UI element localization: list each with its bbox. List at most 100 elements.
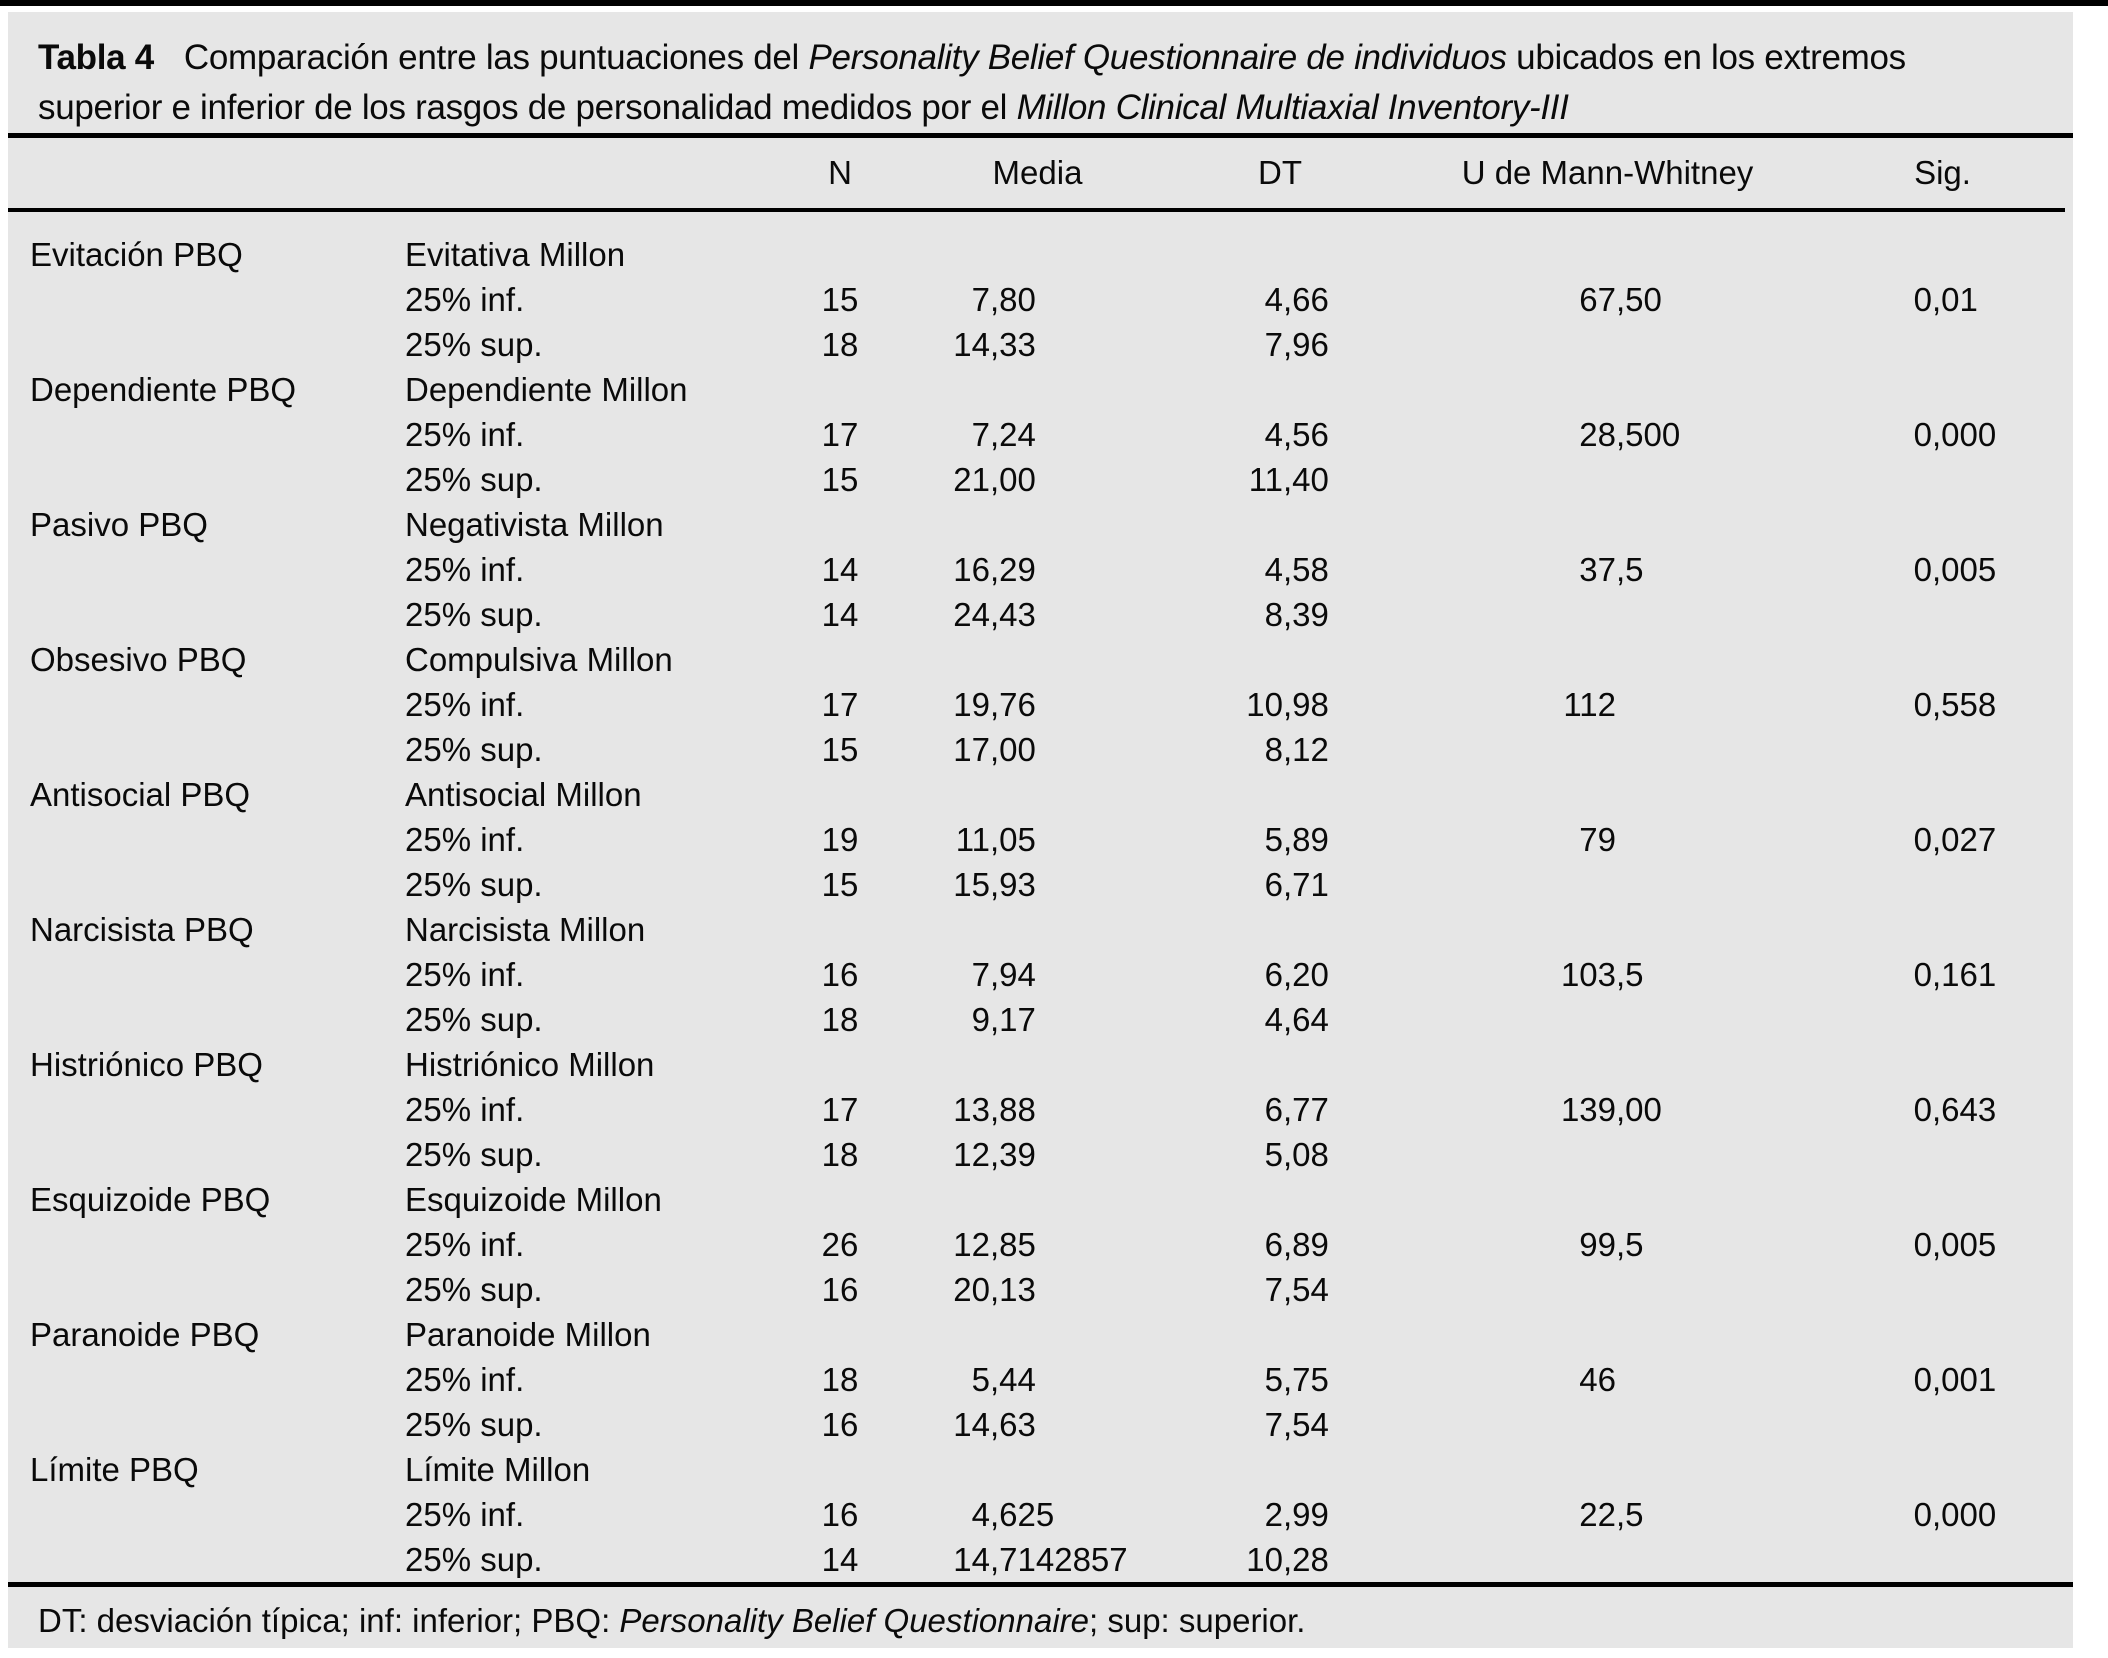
n-value-cell: 17 xyxy=(821,415,859,453)
n-value-cell: 18 xyxy=(821,1360,859,1398)
number-fraction: ,00 xyxy=(1616,1090,1662,1128)
u-value-cell xyxy=(1395,1402,1820,1447)
number-fraction: ,98 xyxy=(1283,685,1329,723)
table-body: Evitación PBQ Evitativa Millon 25% inf. … xyxy=(8,210,2065,1582)
dt-value-cell: 7,96 xyxy=(1165,322,1395,367)
number-integer: 10 xyxy=(1246,685,1283,723)
empty-cell xyxy=(770,1042,2065,1087)
number-integer: 9 xyxy=(971,1000,990,1038)
number-integer: 11 xyxy=(1248,460,1283,498)
trait-row: Límite PBQ Límite Millon xyxy=(8,1447,2065,1492)
number-integer: 22 xyxy=(1579,1495,1616,1533)
condition-label-cell: 25% inf. xyxy=(405,1495,525,1533)
number-fraction: ,17 xyxy=(990,1000,1036,1038)
empty-cell xyxy=(8,1267,405,1312)
number-fraction: ,89 xyxy=(1283,1225,1329,1263)
media-value-cell: 12,85 xyxy=(910,1222,1165,1267)
condition-label-cell: 25% sup. xyxy=(405,325,543,363)
n-value-cell: 17 xyxy=(821,1090,859,1128)
number-fraction: ,05 xyxy=(990,820,1036,858)
media-value-cell: 20,13 xyxy=(910,1267,1165,1312)
condition-label-cell: 25% sup. xyxy=(405,1540,543,1578)
dt-value-cell: 11,40 xyxy=(1165,457,1395,502)
u-value-cell xyxy=(1395,457,1820,502)
condition-label-cell: 25% inf. xyxy=(405,280,525,318)
text-segment: ; sup: superior. xyxy=(1089,1602,1306,1639)
number-fraction: ,7142857 xyxy=(990,1540,1128,1578)
number-integer: 14 xyxy=(953,1540,990,1578)
dt-value-cell: 6,71 xyxy=(1165,862,1395,907)
media-value-cell: 19,76 xyxy=(910,682,1165,727)
condition-label-cell: 25% sup. xyxy=(405,1405,543,1443)
number-integer: 12 xyxy=(953,1135,990,1173)
sig-value-cell xyxy=(1820,1267,2065,1312)
n-value-cell: 15 xyxy=(821,280,859,318)
trait-row: Histriónico PBQ Histriónico Millon xyxy=(8,1042,2065,1087)
number-fraction: ,44 xyxy=(990,1360,1036,1398)
media-value-cell: 16,29 xyxy=(910,547,1165,592)
column-header-dt: DT xyxy=(1165,138,1395,212)
millon-trait-cell: Narcisista Millon xyxy=(405,910,646,948)
u-value-cell: 112 xyxy=(1395,682,1820,727)
pbq-trait-cell: Dependiente PBQ xyxy=(30,370,297,408)
text-segment: Personality Belief Questionnaire de indi… xyxy=(808,38,1507,77)
number-fraction: ,643 xyxy=(1932,1090,1997,1128)
caption-line-1-text: Comparación entre las puntuaciones del P… xyxy=(184,38,1906,77)
number-fraction: ,33 xyxy=(990,325,1036,363)
sig-value-cell xyxy=(1820,997,2065,1042)
trait-row: Evitación PBQ Evitativa Millon xyxy=(8,232,2065,277)
empty-cell xyxy=(8,1492,405,1537)
number-integer: 37 xyxy=(1579,550,1616,588)
number-integer: 2 xyxy=(1264,1495,1283,1533)
dt-value-cell: 5,89 xyxy=(1165,817,1395,862)
u-value-cell: 103,5 xyxy=(1395,952,1820,997)
caption-line-2: superior e inferior de los rasgos de per… xyxy=(38,83,2043,133)
number-integer: 15 xyxy=(953,865,990,903)
number-fraction: ,89 xyxy=(1283,820,1329,858)
number-integer: 14 xyxy=(953,1405,990,1443)
u-value-cell: 28,500 xyxy=(1395,412,1820,457)
data-row-inf: 25% inf. 14 16,29 4,58 37,5 0,005 xyxy=(8,547,2065,592)
table-footnote: DT: desviación típica; inf: inferior; PB… xyxy=(8,1587,2073,1641)
millon-trait-cell: Histriónico Millon xyxy=(405,1045,655,1083)
u-value-cell xyxy=(1395,727,1820,772)
number-integer: 0 xyxy=(1913,1090,1932,1128)
n-value-cell: 16 xyxy=(821,1270,859,1308)
number-fraction: ,93 xyxy=(990,865,1036,903)
u-value-cell: 67,50 xyxy=(1395,277,1820,322)
number-fraction: ,01 xyxy=(1932,280,1978,318)
dt-value-cell: 2,99 xyxy=(1165,1492,1395,1537)
number-fraction: ,80 xyxy=(990,280,1036,318)
data-row-inf: 25% inf. 17 7,24 4,56 28,500 0,000 xyxy=(8,412,2065,457)
media-value-cell: 13,88 xyxy=(910,1087,1165,1132)
number-fraction: ,005 xyxy=(1932,550,1997,588)
number-integer: 19 xyxy=(953,685,990,723)
sig-value-cell: 0,005 xyxy=(1820,547,2065,592)
number-integer: 11 xyxy=(955,820,990,858)
page-top-rule xyxy=(0,0,2108,6)
trait-row: Dependiente PBQ Dependiente Millon xyxy=(8,367,2065,412)
n-value-cell: 18 xyxy=(821,1135,859,1173)
number-integer: 20 xyxy=(953,1270,990,1308)
data-row-sup: 25% sup. 18 9,17 4,64 xyxy=(8,997,2065,1042)
data-row-sup: 25% sup. 16 14,63 7,54 xyxy=(8,1402,2065,1447)
n-value-cell: 15 xyxy=(821,865,859,903)
media-value-cell: 7,94 xyxy=(910,952,1165,997)
media-value-cell: 17,00 xyxy=(910,727,1165,772)
number-integer: 14 xyxy=(953,325,990,363)
empty-cell xyxy=(8,727,405,772)
data-row-inf: 25% inf. 17 19,76 10,98 112 0,558 xyxy=(8,682,2065,727)
empty-cell xyxy=(8,682,405,727)
dt-value-cell: 6,89 xyxy=(1165,1222,1395,1267)
rule-below-caption xyxy=(8,133,2073,138)
empty-cell xyxy=(770,907,2065,952)
n-value-cell: 16 xyxy=(821,955,859,993)
empty-cell xyxy=(770,502,2065,547)
media-value-cell: 14,33 xyxy=(910,322,1165,367)
data-row-sup: 25% sup. 15 17,00 8,12 xyxy=(8,727,2065,772)
number-integer: 13 xyxy=(953,1090,990,1128)
sig-value-cell xyxy=(1820,592,2065,637)
trait-row: Esquizoide PBQ Esquizoide Millon xyxy=(8,1177,2065,1222)
sig-value-cell xyxy=(1820,322,2065,367)
statistics-table: N Media DT U de Mann-Whitney Sig. Evitac… xyxy=(8,138,2065,1582)
